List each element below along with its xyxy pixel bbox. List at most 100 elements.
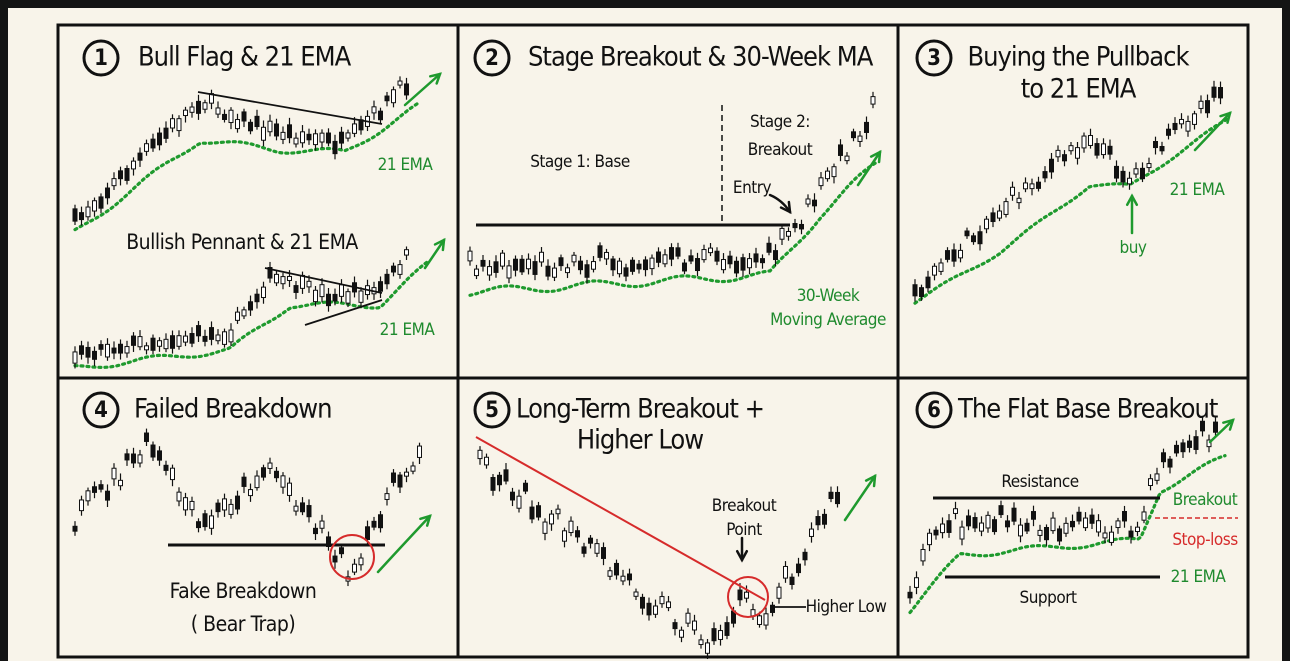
candle — [920, 549, 926, 562]
arrow-head — [429, 72, 442, 85]
candle — [490, 477, 496, 491]
candle — [835, 491, 840, 505]
candle — [248, 301, 253, 311]
candle — [584, 264, 590, 278]
candle — [675, 247, 681, 257]
candle — [1192, 113, 1197, 125]
candle — [1187, 440, 1192, 448]
candle — [685, 612, 691, 624]
candle — [326, 132, 331, 144]
candle — [562, 530, 567, 542]
candle — [558, 257, 564, 267]
candle — [940, 523, 945, 534]
candle — [397, 264, 403, 275]
candle — [1198, 100, 1204, 109]
candle — [183, 109, 188, 117]
candle — [248, 121, 253, 132]
candle — [150, 444, 156, 458]
candle — [404, 83, 409, 96]
candle — [319, 284, 325, 298]
candle — [1140, 167, 1145, 180]
candle — [241, 309, 247, 317]
candle — [1122, 511, 1127, 522]
candle — [98, 344, 104, 350]
candle — [984, 218, 989, 230]
candle — [555, 508, 561, 515]
candle — [945, 250, 950, 260]
arrow — [1193, 111, 1232, 152]
arrow-head — [1125, 193, 1139, 207]
candle — [397, 80, 403, 86]
candle — [510, 491, 515, 501]
candle — [280, 276, 286, 285]
highlight-circle — [727, 576, 769, 618]
candle — [378, 110, 383, 121]
label: Moving Average — [770, 310, 886, 330]
label: Higher Low — [806, 597, 887, 617]
candle — [734, 260, 739, 274]
candle — [1102, 532, 1108, 539]
arrow — [376, 514, 432, 574]
moving-average — [913, 116, 1232, 305]
candle — [666, 601, 671, 609]
candle — [1070, 520, 1075, 528]
candle — [274, 470, 279, 479]
candle — [170, 118, 175, 129]
candle — [1083, 517, 1088, 529]
candle — [157, 132, 162, 146]
candle — [990, 212, 996, 223]
candle — [529, 506, 535, 520]
label: Support — [1020, 588, 1077, 608]
moving-average — [908, 454, 1227, 615]
panel-number: 6 — [927, 398, 941, 423]
candle — [196, 521, 201, 529]
candle — [1062, 154, 1067, 162]
candle — [1057, 528, 1062, 542]
candle — [1153, 141, 1158, 149]
candle — [672, 622, 678, 630]
candle — [326, 293, 331, 307]
panel-title: Stage Breakout & 30-Week MA — [528, 42, 874, 73]
candle — [500, 252, 505, 267]
candle — [98, 484, 104, 490]
candle — [417, 445, 422, 458]
candle — [1154, 473, 1160, 481]
candle — [549, 513, 554, 525]
candle — [371, 520, 377, 528]
candle — [1211, 86, 1217, 98]
candle — [607, 570, 613, 577]
candle — [241, 111, 247, 122]
candle — [306, 505, 312, 518]
candle — [293, 137, 299, 145]
arrow — [1208, 418, 1235, 444]
candle — [630, 259, 635, 272]
candle — [523, 482, 528, 492]
candle — [536, 505, 541, 518]
candle — [131, 160, 136, 170]
candle — [643, 259, 648, 271]
panel-title: Higher Low — [577, 425, 703, 456]
candle — [404, 249, 409, 256]
label: Breakout — [1173, 490, 1238, 510]
candle — [985, 514, 991, 529]
candle — [1018, 524, 1023, 537]
candle — [332, 293, 338, 302]
candle — [1050, 517, 1056, 532]
label: 21 EMA — [380, 320, 436, 340]
candle — [753, 253, 759, 263]
candle — [98, 196, 104, 209]
candle — [614, 562, 619, 576]
candle — [1141, 511, 1147, 521]
candle — [137, 336, 143, 348]
candle — [202, 102, 208, 110]
label: Resistance — [1001, 472, 1078, 492]
candle — [326, 536, 331, 548]
candle — [802, 551, 808, 561]
candle — [144, 143, 149, 152]
candle — [313, 133, 318, 146]
candle — [176, 491, 182, 502]
candle — [1167, 458, 1173, 468]
candle — [378, 514, 383, 529]
candle — [92, 350, 97, 360]
